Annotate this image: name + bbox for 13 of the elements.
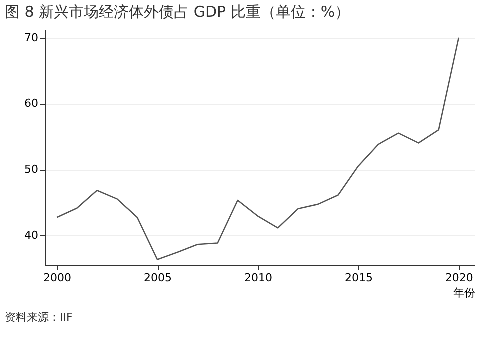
x-tick-label: 2015 xyxy=(344,272,373,284)
x-axis-title: 年份 xyxy=(454,286,476,300)
x-tick-label: 2000 xyxy=(44,272,72,284)
y-tick-label: 70 xyxy=(24,31,38,44)
y-tick-label: 50 xyxy=(24,163,38,176)
x-tick-label: 2020 xyxy=(445,272,474,284)
y-tick-label: 40 xyxy=(24,228,38,242)
y-tick-label: 60 xyxy=(24,97,38,110)
chart-title: 图 8 新兴市场经济体外债占 GDP 比重（单位：%） xyxy=(5,3,350,21)
x-tick-label: 2010 xyxy=(244,272,272,284)
x-tick-label: 2005 xyxy=(144,272,172,284)
line-series xyxy=(56,37,460,260)
text: 资料来源：IIF xyxy=(5,311,73,324)
